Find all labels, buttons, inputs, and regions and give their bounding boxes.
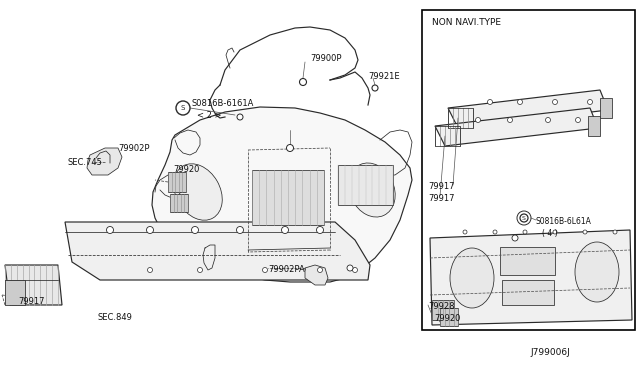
Circle shape: [287, 144, 294, 151]
Circle shape: [237, 227, 243, 234]
Bar: [600, 98, 612, 118]
Text: S0816B-6161A: S0816B-6161A: [191, 99, 253, 108]
Text: 79920: 79920: [173, 165, 200, 174]
Text: ( 4 ): ( 4 ): [542, 229, 557, 238]
Polygon shape: [305, 265, 328, 285]
Circle shape: [476, 118, 481, 122]
Circle shape: [176, 101, 190, 115]
Bar: [338, 165, 393, 205]
Circle shape: [237, 114, 243, 120]
Text: J799006J: J799006J: [530, 348, 570, 357]
Circle shape: [552, 99, 557, 105]
Bar: [168, 172, 186, 192]
Polygon shape: [5, 265, 62, 305]
Circle shape: [262, 267, 268, 273]
Text: 79902P: 79902P: [118, 144, 150, 153]
Text: 79900P: 79900P: [310, 54, 342, 63]
Polygon shape: [435, 108, 598, 146]
Circle shape: [613, 230, 617, 234]
Text: S: S: [522, 215, 526, 221]
Circle shape: [317, 267, 323, 273]
Bar: [448, 108, 473, 128]
Text: NON NAVI.TYPE: NON NAVI.TYPE: [432, 18, 501, 27]
Polygon shape: [65, 222, 370, 280]
Bar: [500, 247, 555, 275]
Bar: [432, 300, 454, 320]
Circle shape: [523, 230, 527, 234]
Circle shape: [191, 227, 198, 234]
Bar: [435, 126, 460, 146]
Ellipse shape: [450, 248, 494, 308]
Text: 79928: 79928: [428, 302, 454, 311]
Text: 79917: 79917: [428, 194, 454, 203]
Text: SEC.849: SEC.849: [98, 313, 133, 322]
Bar: [440, 308, 458, 326]
Bar: [5, 280, 25, 305]
Polygon shape: [448, 90, 608, 128]
Circle shape: [575, 118, 580, 122]
Circle shape: [588, 99, 593, 105]
Text: S: S: [181, 105, 185, 111]
Circle shape: [518, 99, 522, 105]
Text: 79902PA: 79902PA: [268, 265, 305, 274]
Circle shape: [512, 235, 518, 241]
Circle shape: [553, 230, 557, 234]
Circle shape: [198, 267, 202, 273]
Text: 79920: 79920: [434, 314, 460, 323]
Circle shape: [147, 267, 152, 273]
Bar: [588, 116, 600, 136]
Circle shape: [147, 227, 154, 234]
Text: 79917: 79917: [18, 297, 45, 306]
Polygon shape: [87, 148, 122, 175]
Circle shape: [583, 230, 587, 234]
Text: 79917: 79917: [428, 182, 454, 191]
Polygon shape: [430, 230, 632, 325]
Circle shape: [317, 227, 323, 234]
Circle shape: [300, 78, 307, 86]
Ellipse shape: [349, 163, 395, 217]
Circle shape: [545, 118, 550, 122]
Bar: [170, 194, 188, 212]
Circle shape: [282, 227, 289, 234]
Circle shape: [493, 230, 497, 234]
Circle shape: [508, 118, 513, 122]
Circle shape: [347, 265, 353, 271]
Bar: [252, 170, 324, 225]
Polygon shape: [152, 107, 412, 282]
Bar: [502, 280, 554, 305]
Circle shape: [488, 99, 493, 105]
Circle shape: [353, 267, 358, 273]
Circle shape: [463, 230, 467, 234]
Bar: [422, 10, 635, 330]
Text: SEC.745: SEC.745: [68, 158, 103, 167]
Text: 79921E: 79921E: [368, 72, 399, 81]
Text: S0816B-6L61A: S0816B-6L61A: [535, 217, 591, 226]
Text: < 2 >: < 2 >: [197, 111, 221, 120]
Circle shape: [106, 227, 113, 234]
Circle shape: [372, 85, 378, 91]
Ellipse shape: [173, 164, 222, 220]
Ellipse shape: [575, 242, 619, 302]
Circle shape: [520, 214, 528, 222]
